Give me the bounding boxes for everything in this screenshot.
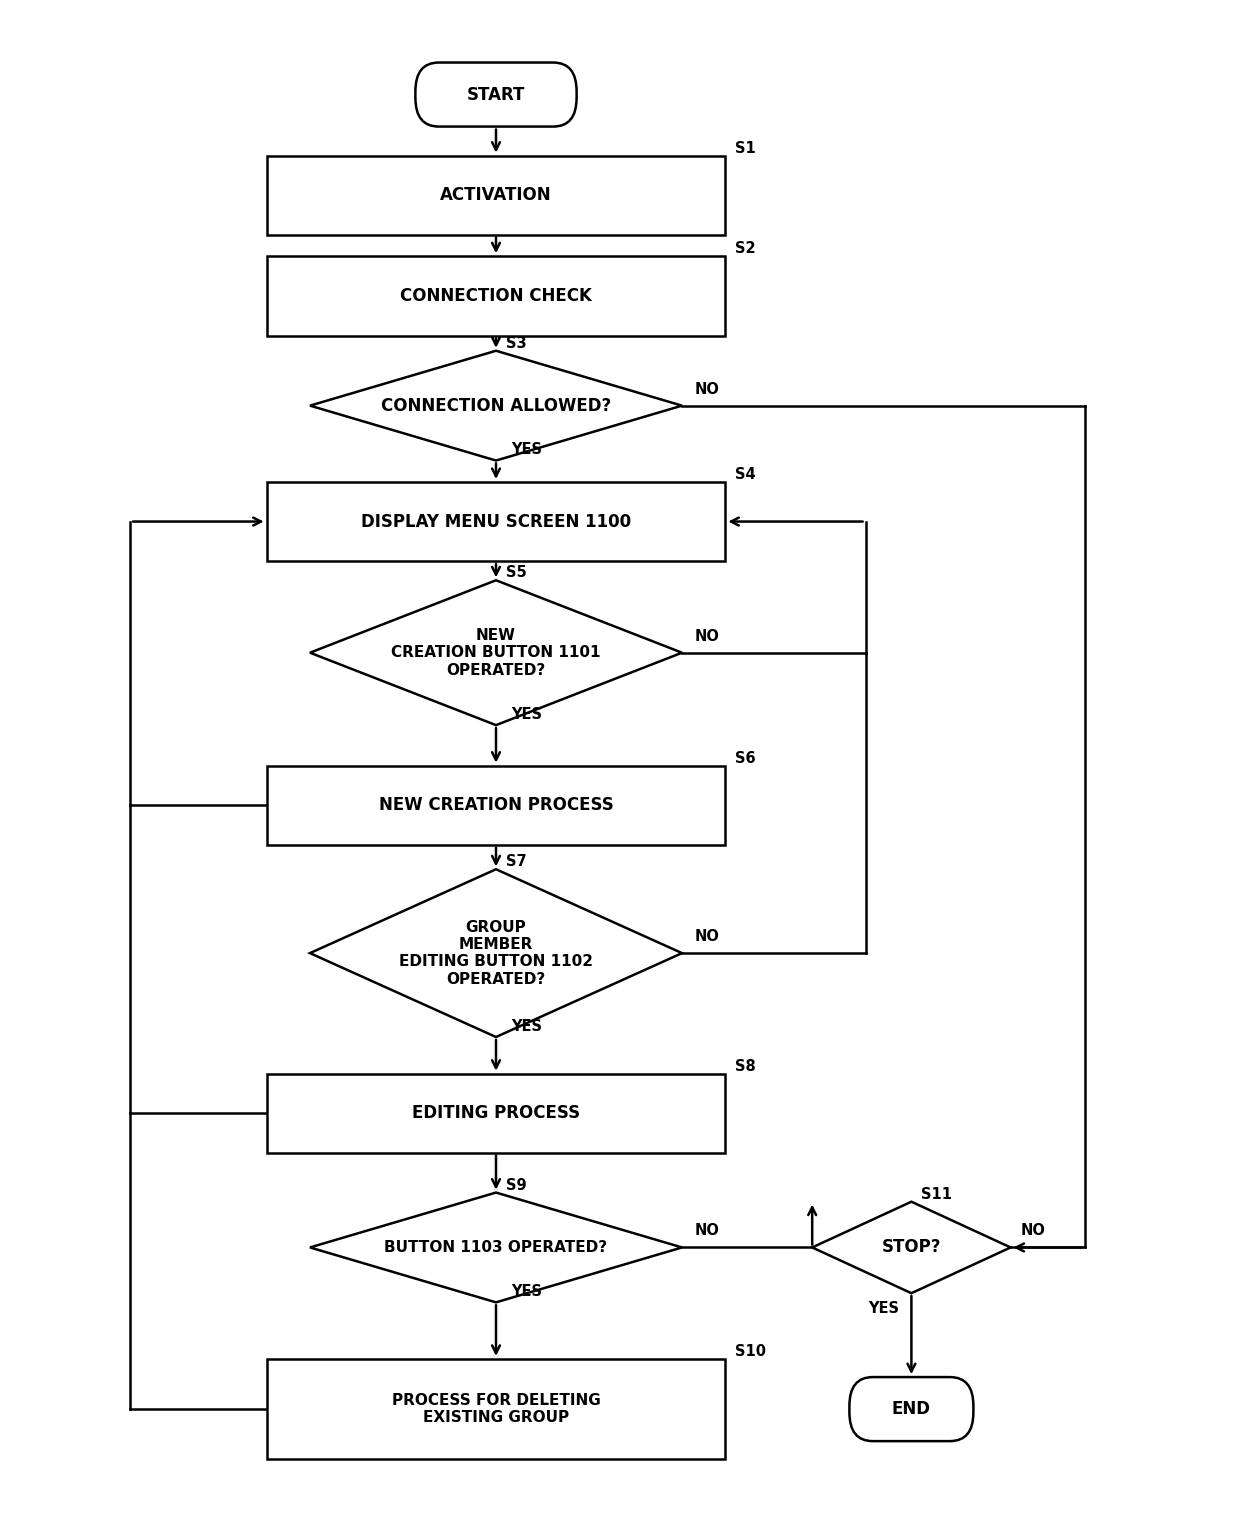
Text: CONNECTION ALLOWED?: CONNECTION ALLOWED? — [381, 396, 611, 415]
FancyBboxPatch shape — [415, 63, 577, 127]
Text: START: START — [466, 85, 526, 104]
Text: S9: S9 — [506, 1177, 527, 1193]
Text: S2: S2 — [735, 241, 756, 256]
Text: DISPLAY MENU SCREEN 1100: DISPLAY MENU SCREEN 1100 — [361, 512, 631, 531]
Text: S6: S6 — [735, 750, 756, 766]
Text: S1: S1 — [735, 140, 756, 156]
Text: CONNECTION CHECK: CONNECTION CHECK — [401, 287, 591, 305]
Text: S8: S8 — [735, 1058, 756, 1074]
Polygon shape — [310, 351, 682, 461]
FancyBboxPatch shape — [267, 1074, 725, 1153]
Text: EDITING PROCESS: EDITING PROCESS — [412, 1104, 580, 1122]
Polygon shape — [310, 1193, 682, 1302]
Text: END: END — [892, 1400, 931, 1418]
Text: STOP?: STOP? — [882, 1238, 941, 1257]
Text: NO: NO — [694, 381, 719, 396]
Text: S3: S3 — [506, 336, 527, 351]
Polygon shape — [812, 1202, 1011, 1293]
Text: NO: NO — [694, 1223, 719, 1238]
Text: YES: YES — [511, 708, 542, 723]
Text: NO: NO — [694, 628, 719, 644]
Text: NO: NO — [694, 929, 719, 944]
FancyBboxPatch shape — [267, 1359, 725, 1459]
Text: S7: S7 — [506, 854, 527, 869]
Text: BUTTON 1103 OPERATED?: BUTTON 1103 OPERATED? — [384, 1240, 608, 1255]
FancyBboxPatch shape — [849, 1377, 973, 1441]
Text: YES: YES — [511, 1284, 542, 1299]
Text: NEW CREATION PROCESS: NEW CREATION PROCESS — [378, 796, 614, 814]
Text: S10: S10 — [735, 1344, 766, 1359]
Text: S5: S5 — [506, 566, 527, 581]
Text: YES: YES — [511, 1019, 542, 1034]
Text: ACTIVATION: ACTIVATION — [440, 186, 552, 204]
Text: NEW
CREATION BUTTON 1101
OPERATED?: NEW CREATION BUTTON 1101 OPERATED? — [392, 628, 600, 677]
Text: YES: YES — [868, 1301, 899, 1316]
FancyBboxPatch shape — [267, 156, 725, 235]
FancyBboxPatch shape — [267, 766, 725, 845]
FancyBboxPatch shape — [267, 482, 725, 561]
Text: S11: S11 — [921, 1186, 952, 1202]
Text: PROCESS FOR DELETING
EXISTING GROUP: PROCESS FOR DELETING EXISTING GROUP — [392, 1392, 600, 1426]
Text: GROUP
MEMBER
EDITING BUTTON 1102
OPERATED?: GROUP MEMBER EDITING BUTTON 1102 OPERATE… — [399, 920, 593, 987]
Text: NO: NO — [1021, 1223, 1045, 1238]
FancyBboxPatch shape — [267, 256, 725, 336]
Polygon shape — [310, 869, 682, 1037]
Text: YES: YES — [511, 442, 542, 457]
Polygon shape — [310, 581, 682, 726]
Text: S4: S4 — [735, 467, 756, 482]
